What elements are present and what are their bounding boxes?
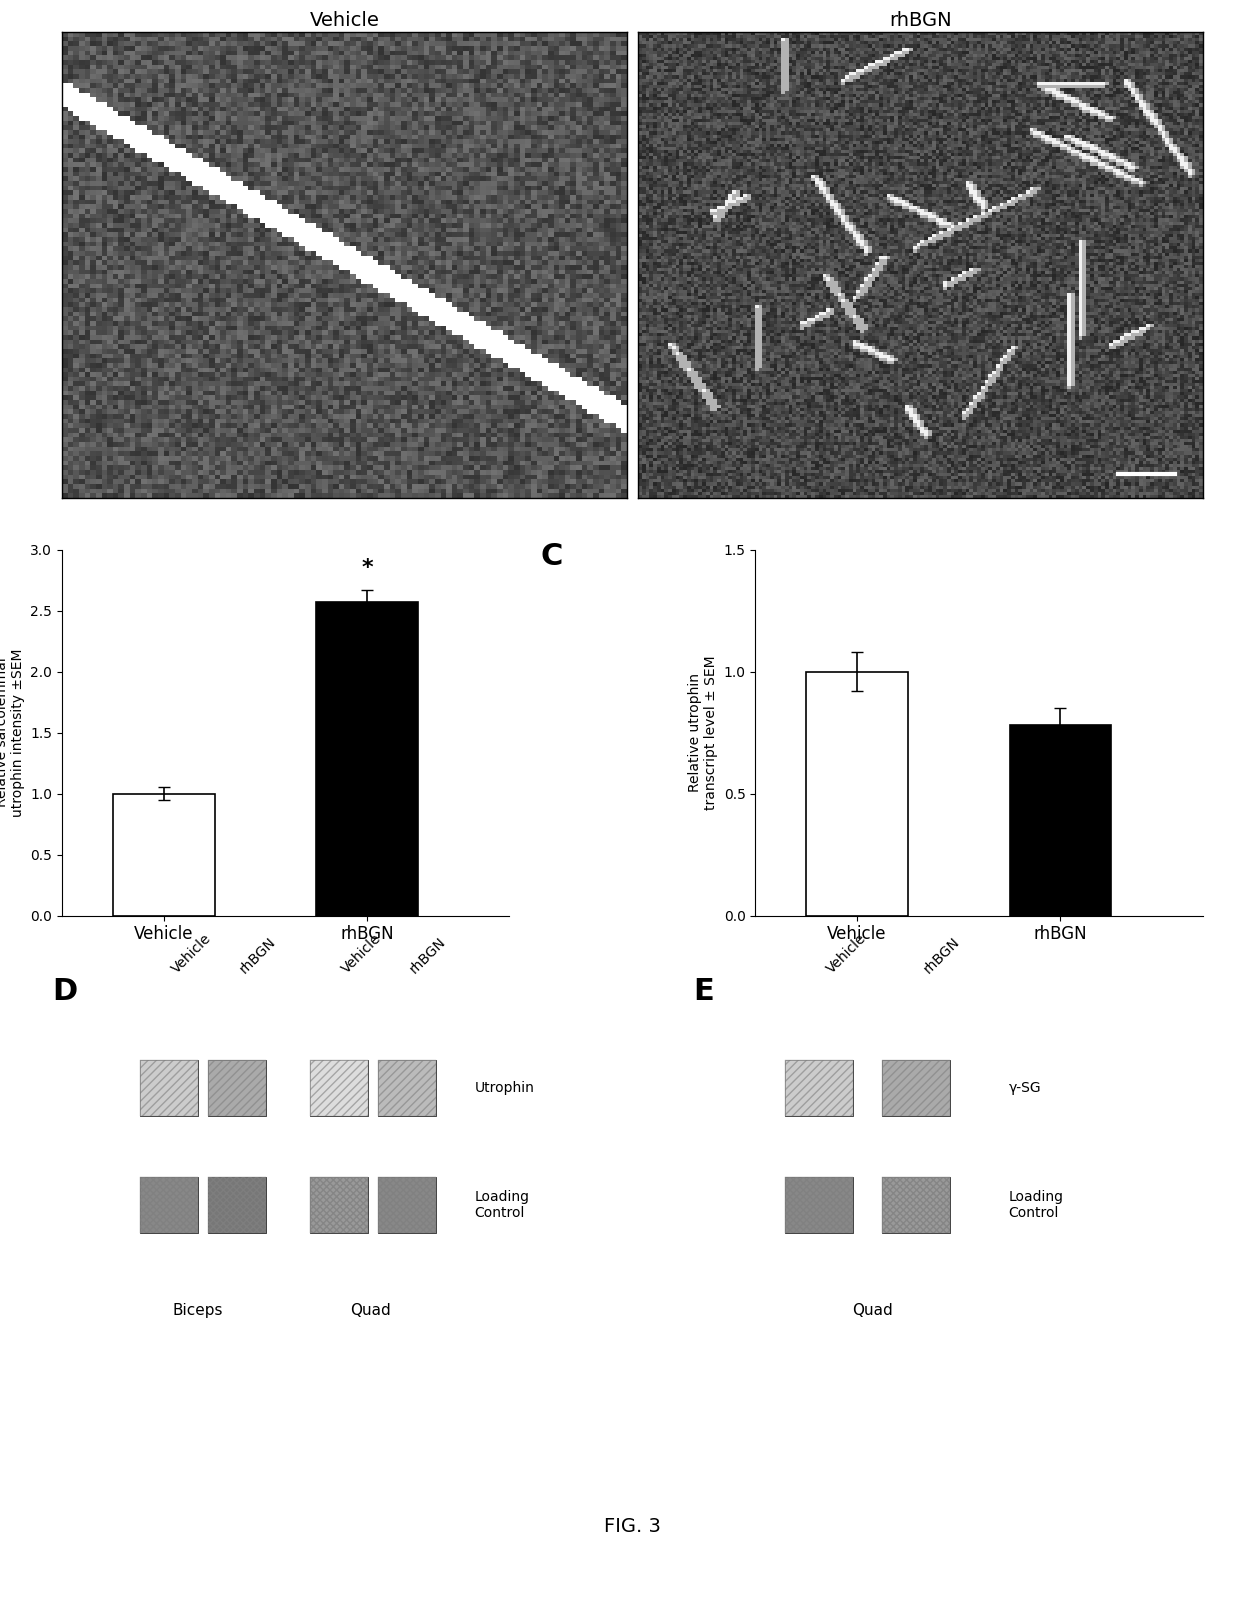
Bar [316, 602, 418, 915]
Text: Vehicle: Vehicle [339, 931, 383, 976]
Text: Utrophin: Utrophin [475, 1082, 534, 1096]
Y-axis label: Relative sarcolemmal
utrophin intensity ±SEM: Relative sarcolemmal utrophin intensity … [0, 648, 25, 816]
Title: Vehicle: Vehicle [310, 11, 379, 30]
Text: *: * [361, 558, 373, 578]
Bar [883, 1178, 950, 1232]
Text: γ-SG: γ-SG [1008, 1082, 1042, 1096]
Text: E: E [693, 976, 714, 1005]
Bar [207, 1061, 265, 1117]
Bar [785, 1061, 853, 1117]
Text: A: A [73, 46, 97, 75]
Text: rhBGN: rhBGN [407, 934, 448, 976]
Title: rhBGN: rhBGN [889, 11, 952, 30]
Text: rhBGN: rhBGN [237, 934, 278, 976]
Bar [207, 1178, 265, 1232]
Text: Loading
Control: Loading Control [1008, 1190, 1064, 1219]
Text: D: D [52, 976, 78, 1005]
Text: Vehicle: Vehicle [169, 931, 213, 976]
Bar [113, 794, 215, 915]
Bar [310, 1178, 368, 1232]
Bar [310, 1061, 368, 1117]
Text: Quad: Quad [350, 1302, 391, 1318]
Text: Vehicle: Vehicle [825, 931, 869, 976]
Bar [377, 1061, 435, 1117]
Text: FIG. 3: FIG. 3 [604, 1517, 661, 1536]
Bar [377, 1178, 435, 1232]
Bar [883, 1061, 950, 1117]
Y-axis label: Relative utrophin
transcript level ± SEM: Relative utrophin transcript level ± SEM [688, 656, 718, 810]
Text: rhBGN: rhBGN [921, 934, 962, 976]
Bar [140, 1178, 198, 1232]
Text: Utrophin: Utrophin [63, 278, 153, 298]
Bar [785, 1178, 853, 1232]
Bar [806, 672, 908, 915]
Bar [1009, 725, 1111, 915]
Text: Loading
Control: Loading Control [475, 1190, 529, 1219]
Text: C: C [541, 542, 563, 571]
Text: Quad: Quad [852, 1302, 893, 1318]
Bar [140, 1061, 198, 1117]
Text: Biceps: Biceps [172, 1302, 223, 1318]
